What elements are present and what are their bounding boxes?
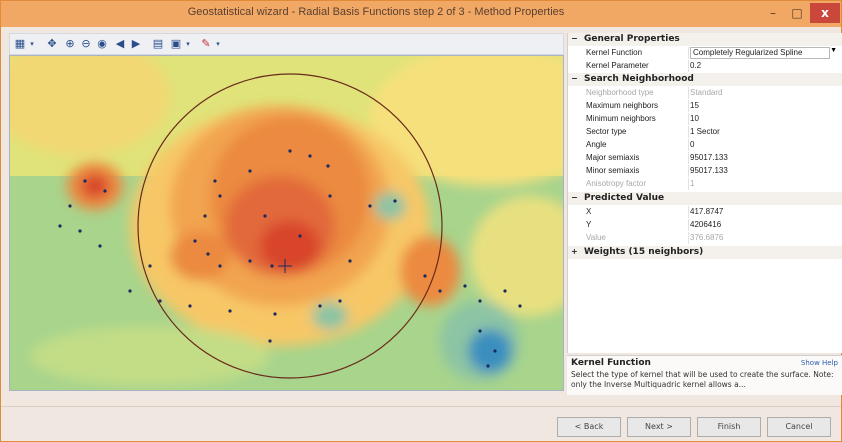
- property-value[interactable]: 0: [690, 140, 695, 149]
- category-general-properties[interactable]: − General Properties: [568, 33, 842, 46]
- zoom-in-icon[interactable]: ⊕: [65, 37, 75, 50]
- property-key: Kernel Function: [586, 48, 643, 57]
- property-value[interactable]: 95017.133: [690, 166, 728, 175]
- dropdown-arrow-icon[interactable]: ▾: [216, 40, 220, 48]
- pan-icon[interactable]: ✥: [47, 37, 57, 50]
- property-key: Major semiaxis: [586, 153, 640, 162]
- property-minor-semiaxis[interactable]: Minor semiaxis 95017.133: [584, 165, 842, 177]
- forward-icon[interactable]: ▶: [131, 37, 141, 50]
- property-value[interactable]: 376.6876: [690, 233, 724, 242]
- property-kernel-parameter[interactable]: Kernel Parameter 0.2: [584, 60, 842, 72]
- property-value[interactable]: 4206416: [690, 220, 722, 229]
- back-button[interactable]: < Back: [557, 417, 621, 437]
- property-major-semiaxis[interactable]: Major semiaxis 95017.133: [584, 152, 842, 164]
- property-sector-type[interactable]: Sector type 1 Sector: [584, 126, 842, 138]
- category-label: Search Neighborhood: [584, 74, 694, 84]
- property-value[interactable]: 1: [690, 179, 695, 188]
- collapse-icon[interactable]: −: [571, 193, 578, 202]
- category-label: Weights (15 neighbors): [584, 247, 704, 257]
- property-value[interactable]: 10: [690, 114, 699, 123]
- property-maximum-neighbors[interactable]: Maximum neighbors 15: [584, 100, 842, 112]
- finish-button[interactable]: Finish: [697, 417, 761, 437]
- next-button[interactable]: Next >: [627, 417, 691, 437]
- property-value[interactable]: Standard: [690, 88, 723, 97]
- property-minimum-neighbors[interactable]: Minimum neighbors 10: [584, 113, 842, 125]
- show-help-link[interactable]: Show Help: [800, 359, 838, 367]
- property-neighborhood-type[interactable]: Neighborhood type Standard: [584, 87, 842, 99]
- property-key: Value: [586, 233, 606, 242]
- collapse-icon[interactable]: −: [571, 74, 578, 83]
- surface-preview-map[interactable]: [9, 55, 564, 391]
- title-bar[interactable]: Geostatistical wizard - Radial Basis Fun…: [1, 1, 841, 27]
- dropdown-arrow-icon[interactable]: ▾: [30, 40, 34, 48]
- property-key: X: [586, 207, 592, 216]
- wizard-footer: < Back Next > Finish Cancel: [1, 406, 841, 441]
- collapse-icon[interactable]: −: [571, 34, 578, 43]
- property-x[interactable]: X 417.8747: [584, 206, 842, 218]
- category-search-neighborhood[interactable]: − Search Neighborhood: [568, 73, 842, 86]
- property-key: Maximum neighbors: [586, 101, 659, 110]
- cancel-button[interactable]: Cancel: [767, 417, 831, 437]
- legend-icon[interactable]: ▤: [152, 37, 164, 50]
- property-value[interactable]: 1 Sector: [690, 127, 720, 136]
- dropdown-arrow-icon[interactable]: ▾: [186, 40, 190, 48]
- window-title: Geostatistical wizard - Radial Basis Fun…: [187, 6, 565, 18]
- property-key: Kernel Parameter: [586, 61, 649, 70]
- category-predicted-value[interactable]: − Predicted Value: [568, 192, 842, 205]
- map-toolbar: ▦ ▾ ✥ ⊕ ⊖ ◉ ◀ ▶ ▤ ▣ ▾ ✎ ▾: [9, 33, 564, 55]
- property-help-panel: Kernel Function Show Help Select the typ…: [567, 355, 842, 395]
- category-weights[interactable]: + Weights (15 neighbors): [568, 246, 842, 259]
- category-label: General Properties: [584, 34, 680, 44]
- category-label: Predicted Value: [584, 193, 665, 203]
- property-key: Minimum neighbors: [586, 114, 656, 123]
- kernel-parameter-value[interactable]: 0.2: [690, 61, 702, 70]
- pencil-icon[interactable]: ✎: [201, 37, 211, 50]
- kernel-function-dropdown[interactable]: Completely Regularized Spline: [690, 47, 830, 59]
- property-key: Neighborhood type: [586, 88, 654, 97]
- property-kernel-function[interactable]: Kernel Function Completely Regularized S…: [584, 47, 842, 59]
- minimize-button[interactable]: –: [770, 6, 776, 20]
- display-icon[interactable]: ▣: [170, 37, 182, 50]
- property-value[interactable]: 15: [690, 101, 699, 110]
- property-key: Angle: [586, 140, 607, 149]
- property-key: Sector type: [586, 127, 627, 136]
- property-anisotropy-factor[interactable]: Anisotropy factor 1: [584, 178, 842, 190]
- full-extent-icon[interactable]: ◉: [97, 37, 107, 50]
- close-button[interactable]: x: [810, 3, 840, 23]
- chevron-down-icon[interactable]: ▼: [830, 47, 837, 54]
- maximize-button[interactable]: □: [791, 6, 803, 20]
- property-y[interactable]: Y 4206416: [584, 219, 842, 231]
- help-description: Select the type of kernel that will be u…: [571, 370, 834, 389]
- expand-icon[interactable]: +: [571, 247, 578, 256]
- help-title: Kernel Function: [571, 358, 651, 368]
- property-key: Minor semiaxis: [586, 166, 640, 175]
- property-value-field[interactable]: Value 376.6876: [584, 232, 842, 244]
- property-key: Anisotropy factor: [586, 179, 647, 188]
- back-icon[interactable]: ◀: [115, 37, 125, 50]
- property-key: Y: [586, 220, 592, 229]
- method-properties-panel: − General Properties Kernel Function Com…: [567, 33, 842, 353]
- zoom-out-icon[interactable]: ⊖: [81, 37, 91, 50]
- property-angle[interactable]: Angle 0: [584, 139, 842, 151]
- property-value[interactable]: 95017.133: [690, 153, 728, 162]
- interpolated-surface: [10, 56, 563, 390]
- property-value[interactable]: 417.8747: [690, 207, 724, 216]
- layers-icon[interactable]: ▦: [14, 37, 26, 50]
